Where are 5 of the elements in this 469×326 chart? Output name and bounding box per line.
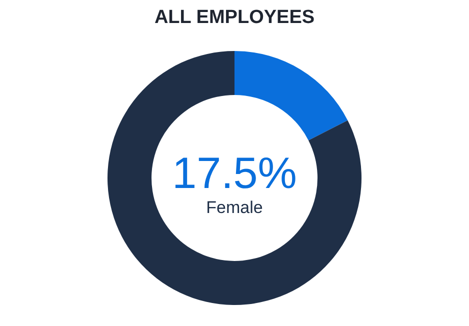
chart-title: ALL EMPLOYEES <box>154 7 315 28</box>
donut-slice <box>234 51 348 140</box>
slice-label: Female <box>206 198 263 217</box>
data-label: 17.5% <box>172 149 297 198</box>
donut-slice <box>108 51 362 305</box>
